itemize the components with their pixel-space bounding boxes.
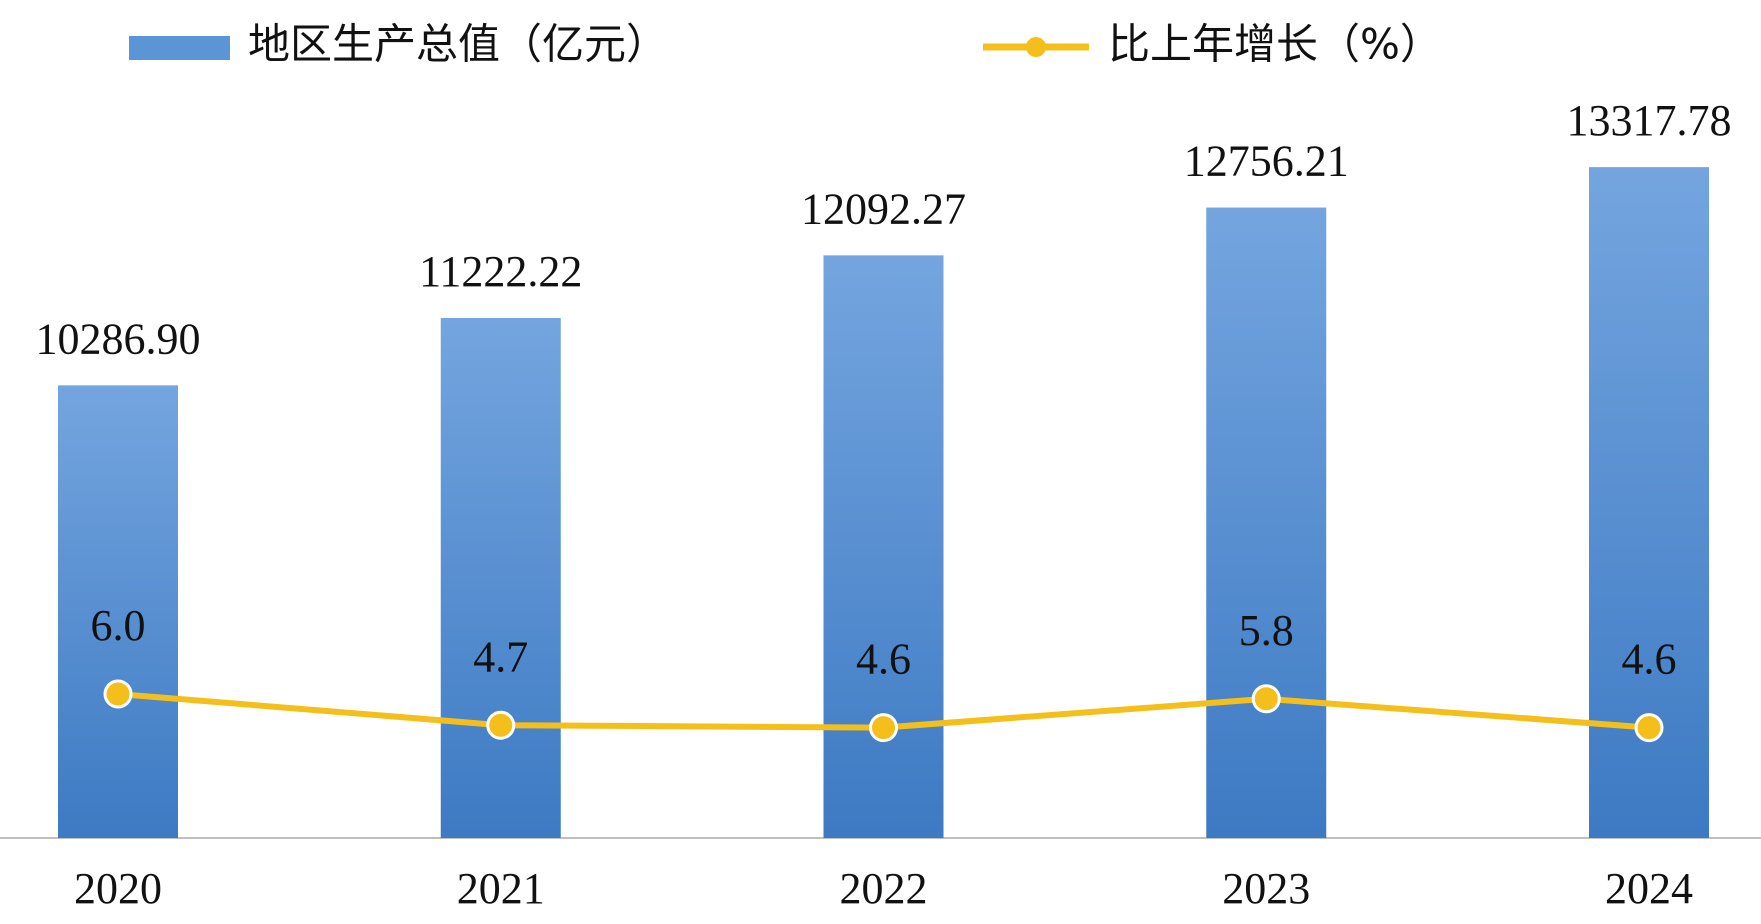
data-label: 12756.21 [1184, 137, 1349, 186]
legend-swatch [129, 36, 230, 60]
legend-label: 地区生产总值（亿元） [248, 20, 668, 69]
bar [440, 318, 561, 839]
data-label: 4.6 [856, 635, 911, 684]
data-label: 10286.90 [36, 314, 201, 363]
x-tick-label: 2021 [457, 864, 545, 913]
line-marker [486, 710, 516, 740]
x-tick-label: 2024 [1605, 864, 1693, 913]
line-marker [103, 679, 133, 709]
data-label: 11222.22 [419, 247, 582, 296]
data-label: 5.8 [1239, 606, 1294, 655]
data-label: 6.0 [91, 601, 146, 650]
line-marker [1634, 713, 1664, 743]
x-tick-label: 2023 [1222, 864, 1310, 913]
bar [823, 255, 944, 838]
x-tick-label: 2020 [74, 864, 162, 913]
data-label: 4.7 [473, 632, 528, 681]
line-marker [869, 713, 898, 743]
x-tick-label: 2022 [840, 864, 928, 913]
bar [58, 385, 178, 838]
legend-swatch [1026, 37, 1046, 57]
line-marker [1251, 684, 1281, 714]
bar [1206, 207, 1327, 839]
data-label: 13317.78 [1567, 96, 1732, 145]
legend-label: 比上年增长（%） [1108, 20, 1442, 69]
data-label: 12092.27 [801, 184, 966, 233]
data-label: 4.6 [1622, 635, 1677, 684]
